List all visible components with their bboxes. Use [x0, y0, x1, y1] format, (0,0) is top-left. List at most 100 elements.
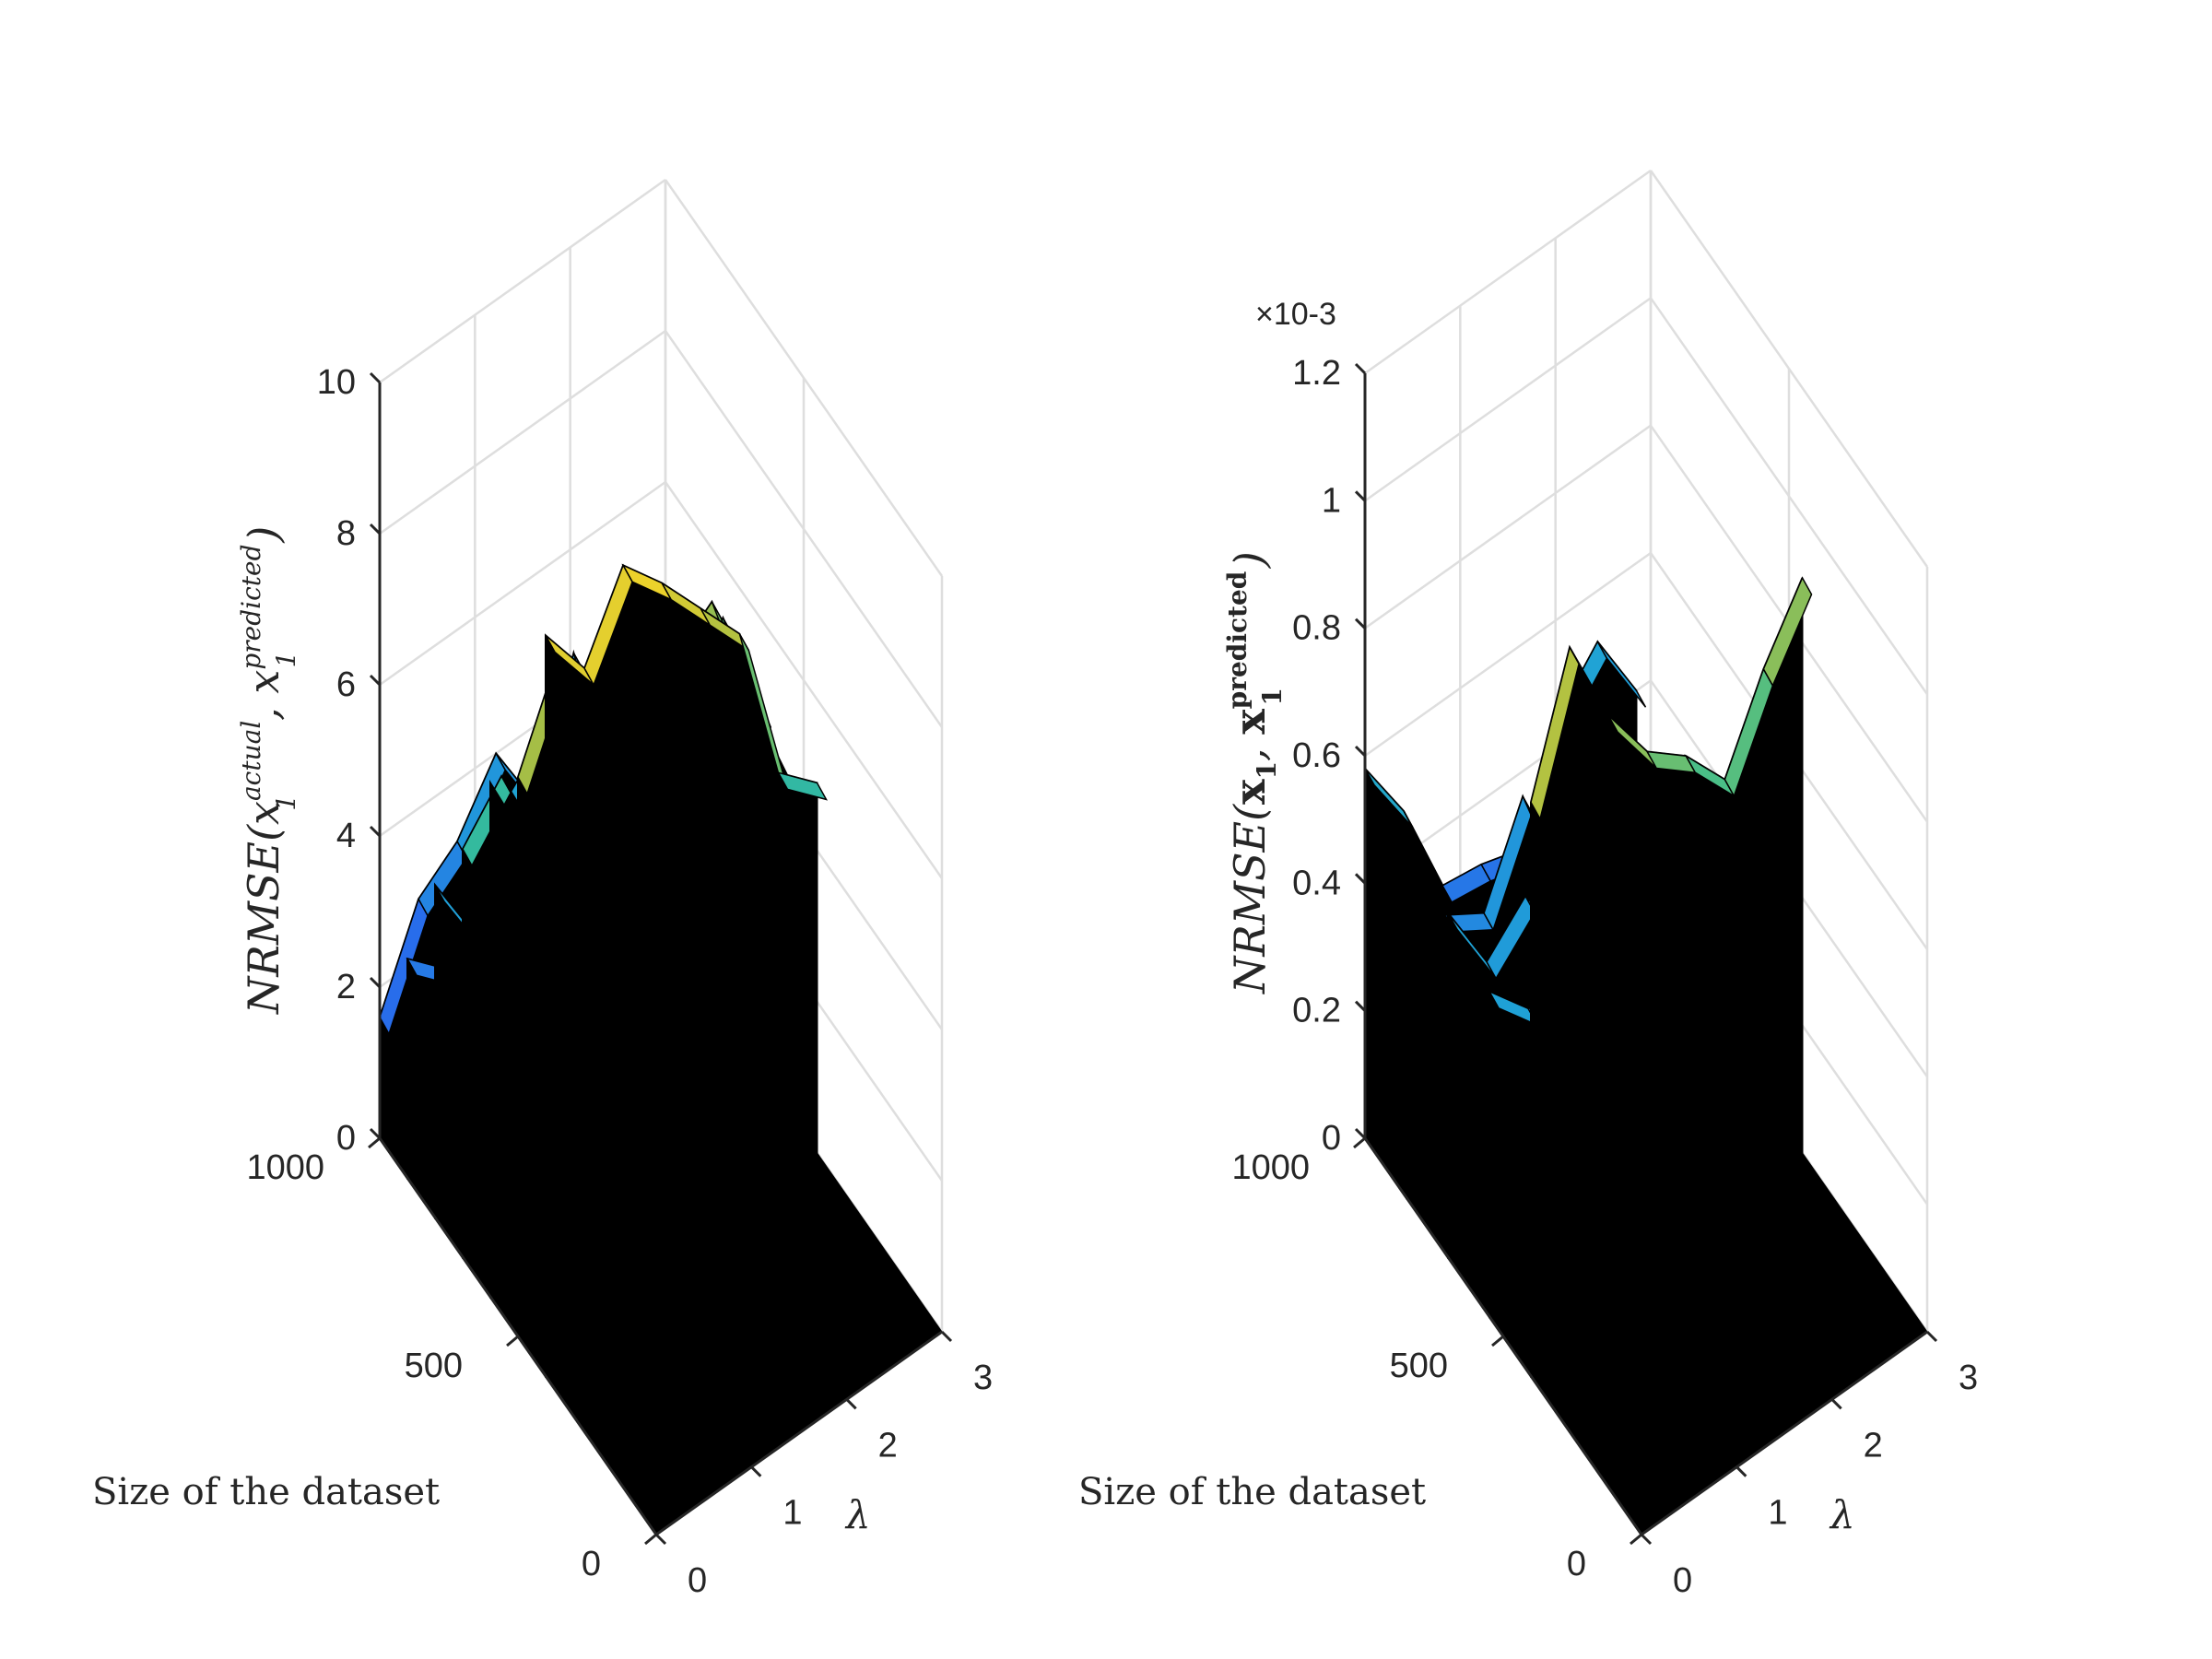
left-x-axis-label: λ	[844, 1492, 871, 1537]
z-tick-mark	[1354, 873, 1367, 885]
x-tick-label: 2	[878, 1426, 898, 1465]
y-tick-mark	[368, 1136, 381, 1149]
x-axis-line	[1641, 1330, 1928, 1536]
z-tick-label: 2	[336, 968, 356, 1006]
right-z-label-a-sub: 1	[1252, 761, 1282, 779]
right-z-label-close: )	[1225, 551, 1275, 569]
z-tick-label: 0.6	[1292, 736, 1341, 775]
z-tick-mark	[369, 1127, 382, 1140]
right-tick-labels: 0 0.2 0.4 0.6 0.8 1 1.2 0 500 1000 0 1 2 3	[1231, 354, 1978, 1600]
z-tick-mark	[1354, 1127, 1367, 1140]
x-tick-mark	[1830, 1398, 1842, 1410]
right-z-label-b-sub: 1	[1257, 688, 1288, 705]
x-tick-mark	[940, 1330, 953, 1343]
right-z-label-b-sup: predicted	[1222, 571, 1253, 710]
z-tick-label: 10	[317, 363, 356, 402]
left-z-label-fn: NRMSE(	[239, 824, 288, 1015]
z-tick-mark	[1354, 1000, 1367, 1012]
y-tick-mark	[506, 1335, 519, 1347]
y-tick-label: 1000	[1231, 1148, 1310, 1187]
x-tick-mark	[1925, 1330, 1938, 1343]
right-surface	[1364, 576, 1928, 1535]
left-z-axis-label: NRMSE(xactual1, xpredicted 1)	[236, 526, 301, 1015]
left-z-label-a-sup: actual	[236, 721, 266, 801]
y-tick-label: 500	[1390, 1347, 1448, 1385]
z-tick-label: 0.8	[1292, 609, 1341, 648]
y-tick-label: 0	[1567, 1545, 1586, 1583]
z-tick-mark	[369, 976, 382, 989]
right-y-axis-label: Size of the dataset	[1078, 1471, 1426, 1513]
left-tick-labels: 0 2 4 6 8 10 0 500 1000 0 1 2 3	[246, 363, 993, 1600]
right-z-label-b: x	[1225, 709, 1275, 735]
z-tick-label: 6	[336, 665, 356, 704]
x-tick-mark	[750, 1465, 762, 1477]
z-tick-mark	[1354, 618, 1367, 629]
grid-line	[1364, 297, 1652, 502]
y-tick-mark	[644, 1533, 657, 1546]
right-x-axis-label: λ	[1829, 1492, 1855, 1537]
right-z-axis-label: NRMSE(x1, xpredicted 1)	[1222, 551, 1288, 994]
z-tick-mark	[369, 825, 382, 838]
x-tick-label: 0	[1673, 1561, 1692, 1600]
left-z-label-b-sup: predicted	[236, 544, 266, 669]
x-axis-line	[655, 1330, 943, 1536]
grid-line	[664, 481, 944, 879]
x-tick-label: 3	[973, 1359, 993, 1397]
grid-line	[379, 480, 666, 687]
y-tick-label: 500	[405, 1347, 463, 1385]
grid-line	[379, 178, 666, 384]
grid-line	[664, 179, 944, 577]
x-tick-label: 2	[1864, 1426, 1883, 1465]
x-tick-label: 0	[688, 1561, 707, 1600]
z-tick-mark	[1354, 490, 1367, 502]
z-tick-label: 0	[336, 1119, 356, 1158]
z-tick-label: 0	[1322, 1119, 1341, 1158]
right-z-label-fn: NRMSE(	[1225, 804, 1275, 994]
z-tick-label: 1.2	[1292, 354, 1341, 393]
z-tick-mark	[369, 371, 382, 384]
left-z-label-a: x	[239, 801, 288, 825]
x-tick-mark	[1640, 1533, 1653, 1546]
left-z-label-b-sub: 1	[271, 652, 301, 668]
z-tick-label: 0.2	[1292, 992, 1341, 1030]
x-tick-mark	[654, 1533, 667, 1546]
grid-line	[379, 329, 666, 535]
z-tick-mark	[1354, 745, 1367, 758]
x-tick-mark	[845, 1398, 857, 1410]
z-tick-label: 4	[336, 817, 356, 855]
left-z-label-comma: ,	[239, 694, 288, 721]
surface-facet	[1762, 576, 1813, 688]
x-tick-label: 1	[1768, 1494, 1787, 1533]
z-tick-label: 1	[1322, 481, 1341, 520]
x-tick-label: 3	[1959, 1359, 1978, 1397]
z-tick-mark	[1354, 362, 1367, 375]
surface-facet	[776, 771, 829, 801]
grid-line	[664, 330, 944, 728]
left-z-label-b: x	[239, 670, 288, 694]
z-tick-label: 0.4	[1292, 864, 1341, 902]
x-tick-label: 1	[782, 1494, 802, 1533]
y-tick-mark	[1630, 1533, 1642, 1546]
z-tick-mark	[369, 674, 382, 687]
right-z-label-a: x	[1225, 779, 1275, 805]
grid-line	[1649, 170, 1929, 568]
grid-line	[1364, 424, 1652, 629]
left-z-label-close: )	[239, 526, 288, 544]
right-z-label-comma: ,	[1225, 735, 1275, 761]
left-y-axis-label: Size of the dataset	[92, 1471, 440, 1513]
grid-line	[1364, 551, 1652, 758]
right-axes: 0 0.2 0.4 0.6 0.8 1 1.2 0 500 1000 0 1 2 3 ×10-3 NRMS…	[1078, 169, 1978, 1600]
left-z-label-a-sub: 1	[271, 794, 301, 811]
grid-line	[1364, 169, 1652, 375]
y-tick-mark	[1353, 1136, 1366, 1149]
y-tick-mark	[1491, 1335, 1504, 1347]
y-tick-label: 1000	[246, 1148, 324, 1187]
grid-line	[1649, 297, 1929, 696]
x-tick-mark	[1735, 1465, 1747, 1477]
right-exponent-label: ×10-3	[1255, 297, 1336, 332]
z-tick-label: 8	[336, 514, 356, 553]
surface-facet	[1596, 641, 1647, 708]
z-tick-mark	[369, 523, 382, 535]
